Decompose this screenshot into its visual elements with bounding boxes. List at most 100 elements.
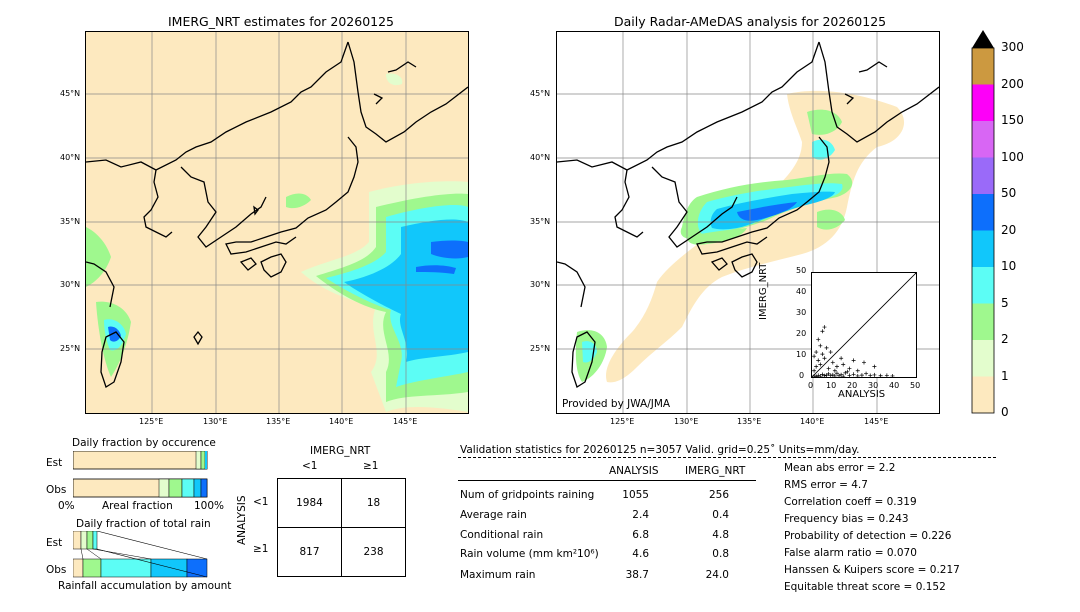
- scatter-point: [845, 369, 850, 374]
- scatter-point: [826, 371, 831, 376]
- scatter-ytick: 40: [796, 287, 807, 296]
- scatter-point: [812, 368, 817, 373]
- left-map: [85, 31, 469, 414]
- left-lat-label: 35°N: [60, 217, 81, 226]
- stat-analysis-value: 2.4: [632, 509, 649, 521]
- col-imerg-header: IMERG_NRT: [685, 465, 746, 477]
- colorbar-segment: [972, 303, 994, 340]
- stat-analysis-value: 4.6: [632, 548, 649, 560]
- scatter-point: [814, 364, 819, 369]
- scatter-point: [839, 372, 844, 377]
- scatter-point: [872, 372, 877, 377]
- stat-imerg-value: 256: [708, 489, 729, 501]
- table-header-rule: [458, 480, 756, 481]
- colorbar-level-label: 1: [1001, 368, 1009, 383]
- score-line: RMS error = 4.7: [784, 479, 868, 491]
- scatter-point: [822, 325, 827, 330]
- scatter-point: [820, 352, 825, 357]
- left-lat-label: 25°N: [60, 344, 81, 353]
- colorbar-segment: [972, 121, 994, 158]
- score-line: Probability of detection = 0.226: [784, 530, 952, 542]
- colorbar-level-label: 150: [1001, 113, 1024, 127]
- validation-heading: Validation statistics for 20260125 n=305…: [460, 444, 860, 456]
- occurrence-bars: [73, 451, 208, 498]
- scatter-point: [832, 368, 837, 373]
- scatter-point: [814, 350, 819, 355]
- scatter-point: [841, 362, 846, 367]
- occurrence-est-label: Est: [46, 457, 63, 469]
- stat-label: Conditional rain: [460, 529, 544, 541]
- scatter-point: [826, 366, 831, 371]
- scatter-point: [872, 364, 877, 369]
- score-line: Frequency bias = 0.243: [784, 513, 909, 525]
- scatter-point: [830, 360, 835, 365]
- rain-axis-label: Rainfall accumulation by amount: [58, 580, 232, 592]
- colorbar-segment: [972, 157, 994, 194]
- scatter-point: [851, 358, 856, 363]
- contingency-cell: 238: [341, 527, 406, 577]
- right-map: Provided by JWA/JMA: [556, 31, 940, 414]
- scatter-point: [820, 372, 825, 377]
- stat-label: Maximum rain: [460, 569, 536, 581]
- occurrence-axis-left: 0%: [58, 500, 75, 512]
- scatter-point: [816, 337, 821, 342]
- scatter-point: [830, 372, 835, 377]
- scatter-ytick: 10: [796, 350, 807, 359]
- contingency-row-lt1: <1: [253, 496, 269, 508]
- scatter-point: [812, 354, 817, 359]
- contingency-row-ge1: ≥1: [253, 543, 269, 555]
- contingency-cell: 817: [277, 527, 342, 577]
- scatter-point: [820, 329, 825, 334]
- right-lon-label: 125°E: [610, 417, 635, 426]
- right-lat-label: 40°N: [530, 153, 551, 162]
- one-to-one-line: [812, 273, 916, 377]
- colorbar-extend-arrow: [972, 30, 994, 48]
- scatter-ytick: 0: [799, 371, 805, 380]
- right-lat-label: 45°N: [530, 89, 551, 98]
- colorbar-level-label: 10: [1001, 259, 1017, 273]
- scatter-point: [855, 373, 860, 377]
- scatter-point: [818, 374, 823, 377]
- right-map-canvas: [557, 32, 939, 413]
- left-map-canvas: [86, 32, 468, 413]
- colorbar-segment: [972, 230, 994, 267]
- colorbar-segment: [972, 267, 994, 304]
- contingency-cell: 18: [341, 478, 406, 528]
- scatter-point: [864, 371, 869, 376]
- scatter-point: [868, 373, 873, 377]
- scatter-point: [884, 373, 889, 377]
- left-lon-label: 135°E: [266, 417, 291, 426]
- scatter-point: [816, 373, 821, 377]
- scatter-point: [824, 345, 829, 350]
- colorbar-segment: [972, 340, 994, 377]
- right-lon-label: 145°E: [864, 417, 889, 426]
- col-analysis-header: ANALYSIS: [609, 465, 659, 477]
- stat-imerg-value: 4.8: [712, 529, 729, 541]
- colorbar-segment: [972, 194, 994, 231]
- scatter-point: [839, 356, 844, 361]
- scatter-xlabel: ANALYSIS: [838, 389, 886, 400]
- scatter-point: [878, 373, 883, 377]
- contingency-col-lt1: <1: [302, 460, 318, 472]
- right-lon-label: 140°E: [800, 417, 825, 426]
- score-line: Mean abs error = 2.2: [784, 462, 896, 474]
- right-lon-label: 135°E: [737, 417, 762, 426]
- scatter-point: [859, 373, 864, 377]
- rain-est-label: Est: [46, 537, 63, 549]
- scatter-point: [843, 370, 848, 375]
- colorbar-level-label: 300: [1001, 40, 1024, 54]
- occurrence-obs-label: Obs: [46, 484, 67, 496]
- left-lon-label: 125°E: [139, 417, 164, 426]
- scatter-ylabel: IMERG_NRT: [758, 262, 769, 320]
- right-map-title: Daily Radar-AMeDAS analysis for 20260125: [614, 14, 887, 29]
- left-lat-label: 45°N: [60, 89, 81, 98]
- scatter-point: [862, 360, 866, 365]
- stat-imerg-value: 0.4: [712, 509, 729, 521]
- occurrence-title: Daily fraction by occurence: [72, 437, 216, 449]
- scatter-point: [812, 373, 817, 377]
- colorbar: [971, 30, 995, 414]
- contingency-col-ge1: ≥1: [363, 460, 379, 472]
- stat-label: Rain volume (mm km²10⁶): [460, 548, 599, 560]
- stat-analysis-value: 38.7: [625, 569, 649, 581]
- scatter-xtick: 40: [889, 381, 900, 390]
